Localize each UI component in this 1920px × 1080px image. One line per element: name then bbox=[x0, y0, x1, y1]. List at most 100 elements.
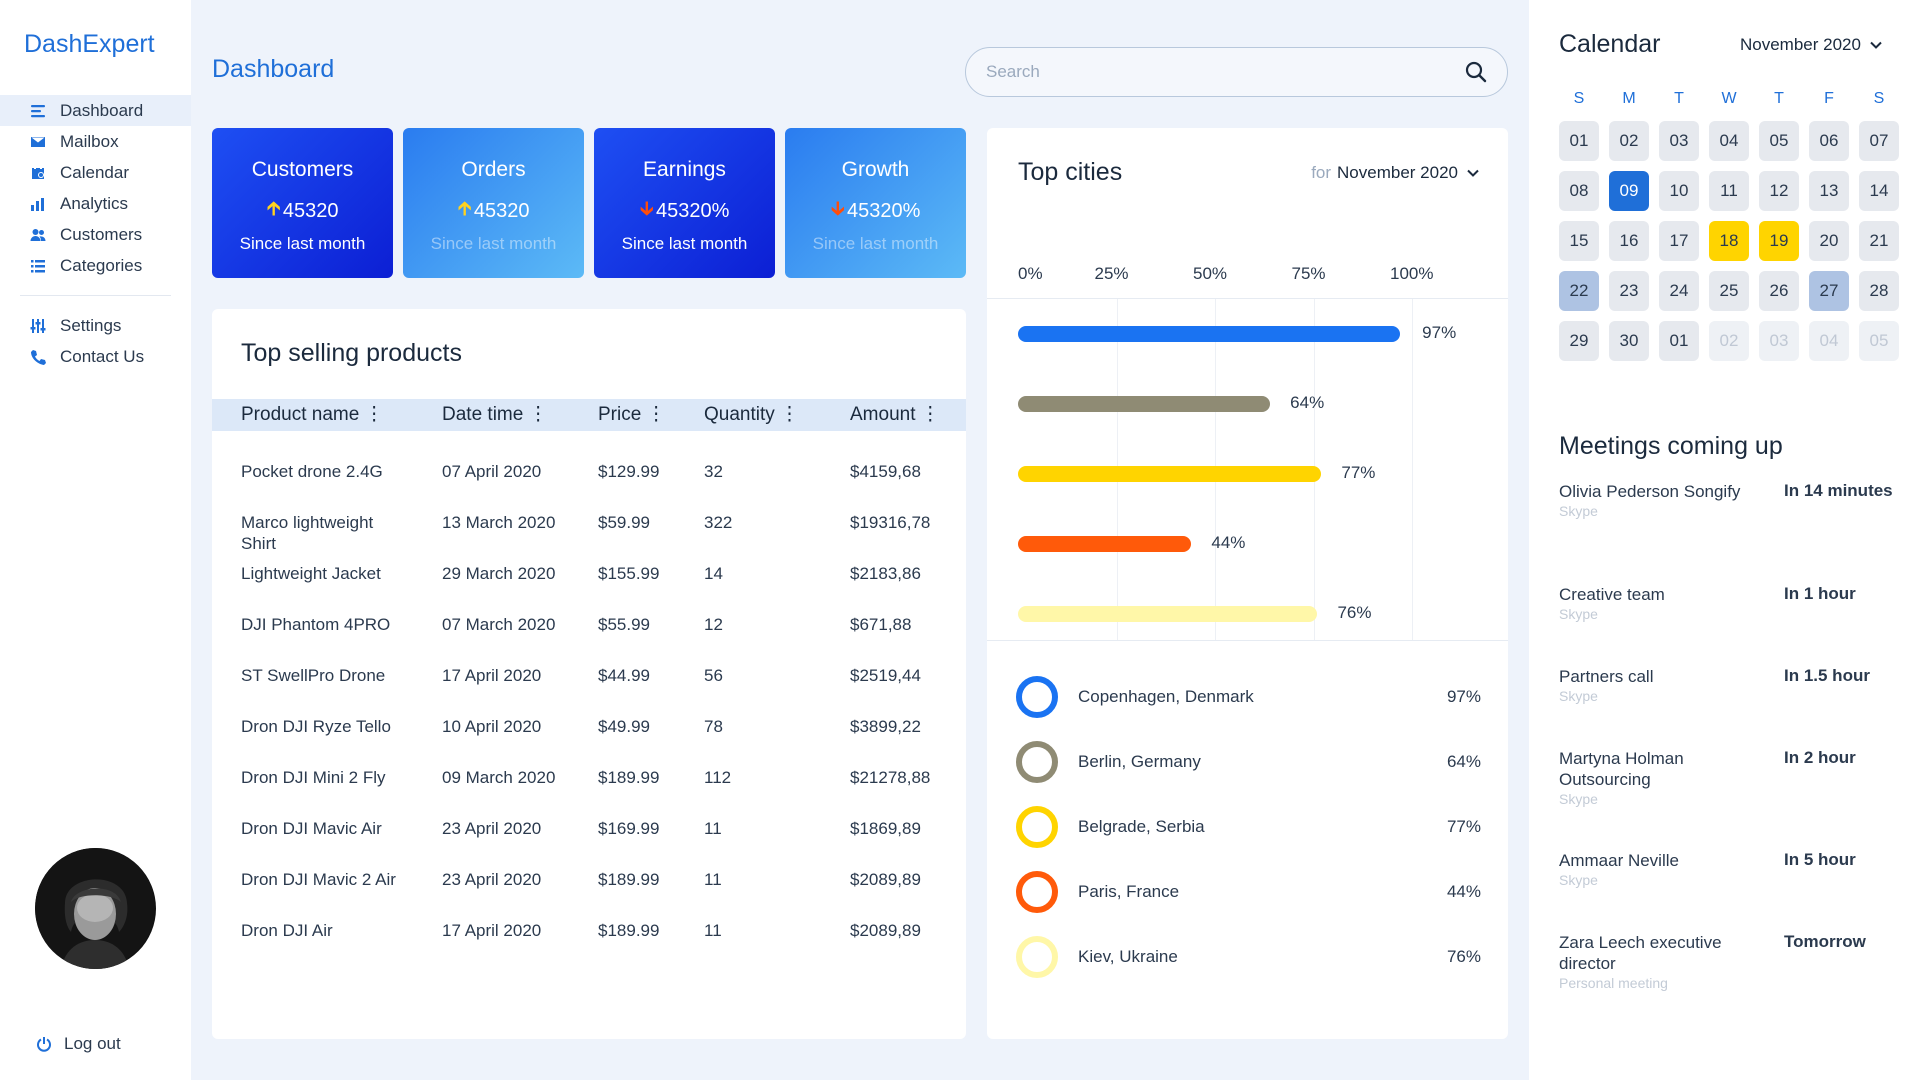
meeting-item[interactable]: Creative team Skype In 1 hour bbox=[1559, 584, 1899, 624]
calendar-day[interactable]: 03 bbox=[1759, 321, 1799, 361]
calendar-day[interactable]: 13 bbox=[1809, 171, 1849, 211]
amount-cell: $19316,78 bbox=[850, 513, 931, 532]
avatar[interactable] bbox=[35, 848, 156, 969]
chart-bar[interactable] bbox=[1018, 326, 1401, 342]
price-cell: $59.99 bbox=[598, 513, 650, 532]
stat-card-orders[interactable]: Orders 🡱 45320 Since last month bbox=[403, 128, 584, 278]
calendar-day[interactable]: 06 bbox=[1809, 121, 1849, 161]
table-row[interactable]: ST SwellPro Drone 17 April 2020 $44.99 56 $2… bbox=[212, 665, 966, 715]
calendar-day[interactable]: 23 bbox=[1609, 271, 1649, 311]
brand-logo[interactable]: DashExpert bbox=[24, 30, 155, 58]
chart-bar[interactable] bbox=[1018, 606, 1318, 622]
date-cell: 10 April 2020 bbox=[442, 717, 542, 736]
sidebar-item-dashboard[interactable]: Dashboard bbox=[0, 95, 191, 126]
search-icon[interactable] bbox=[1465, 61, 1487, 83]
sidebar-item-analytics[interactable]: Analytics bbox=[0, 188, 191, 219]
city-list-item[interactable]: Paris, France 44% bbox=[1016, 870, 1481, 914]
calendar-day[interactable]: 02 bbox=[1609, 121, 1649, 161]
product-name-cell: Dron DJI Mini 2 Fly bbox=[241, 768, 386, 787]
city-list-item[interactable]: Copenhagen, Denmark 97% bbox=[1016, 675, 1481, 719]
calendar-day[interactable]: 12 bbox=[1759, 171, 1799, 211]
page-title: Dashboard bbox=[212, 55, 335, 83]
table-row[interactable]: Dron DJI Ryze Tello 10 April 2020 $49.99 78… bbox=[212, 716, 966, 766]
meeting-item[interactable]: Zara Leech executive director Personal me… bbox=[1559, 932, 1899, 993]
stat-card-customers[interactable]: Customers 🡱 45320 Since last month bbox=[212, 128, 393, 278]
sidebar-item-mailbox[interactable]: Mailbox bbox=[0, 126, 191, 157]
table-row[interactable]: Dron DJI Mavic 2 Air 23 April 2020 $189.99… bbox=[212, 869, 966, 919]
city-list-item[interactable]: Berlin, Germany 64% bbox=[1016, 740, 1481, 784]
top-products-panel: Top selling products Product name ⋮ Date… bbox=[212, 309, 966, 1039]
calendar-day[interactable]: 01 bbox=[1659, 321, 1699, 361]
calendar-day[interactable]: 11 bbox=[1709, 171, 1749, 211]
calendar-day[interactable]: 02 bbox=[1709, 321, 1749, 361]
meeting-via: Personal meeting bbox=[1559, 975, 1668, 991]
calendar-day[interactable]: 25 bbox=[1709, 271, 1749, 311]
meeting-item[interactable]: Ammaar Neville Skype In 5 hour bbox=[1559, 850, 1899, 890]
chart-bar[interactable] bbox=[1018, 536, 1192, 552]
calendar-day[interactable]: 01 bbox=[1559, 121, 1599, 161]
calendar-day[interactable]: 08 bbox=[1559, 171, 1599, 211]
calendar-day[interactable]: 19 bbox=[1759, 221, 1799, 261]
column-header-price[interactable]: Price ⋮ bbox=[598, 404, 666, 425]
meeting-time: In 2 hour bbox=[1784, 748, 1856, 767]
calendar-day[interactable]: 26 bbox=[1759, 271, 1799, 311]
city-list-item[interactable]: Belgrade, Serbia 77% bbox=[1016, 805, 1481, 849]
stat-card-growth[interactable]: Growth 🡳 45320% Since last month bbox=[785, 128, 966, 278]
weekday-label: F bbox=[1824, 90, 1834, 107]
calendar-day[interactable]: 20 bbox=[1809, 221, 1849, 261]
calendar-day[interactable]: 14 bbox=[1859, 171, 1899, 211]
table-row[interactable]: Dron DJI Mini 2 Fly 09 March 2020 $189.99 1… bbox=[212, 767, 966, 817]
table-row[interactable]: Lightweight Jacket 29 March 2020 $155.99 14… bbox=[212, 563, 966, 613]
meeting-item[interactable]: Olivia Pederson Songify Skype In 14 minute… bbox=[1559, 481, 1899, 521]
month-dropdown[interactable]: November 2020 bbox=[1740, 35, 1883, 55]
stat-value: 45320 bbox=[473, 199, 530, 222]
table-row[interactable]: Dron DJI Air 17 April 2020 $189.99 11 $2089,… bbox=[212, 920, 966, 970]
chart-bar[interactable] bbox=[1018, 396, 1271, 412]
calendar-day[interactable]: 18 bbox=[1709, 221, 1749, 261]
meeting-item[interactable]: Partners call Skype In 1.5 hour bbox=[1559, 666, 1899, 706]
table-row[interactable]: Dron DJI Mavic Air 23 April 2020 $169.99 11… bbox=[212, 818, 966, 868]
city-list-item[interactable]: Kiev, Ukraine 76% bbox=[1016, 935, 1481, 979]
calendar-day[interactable]: 03 bbox=[1659, 121, 1699, 161]
calendar-day[interactable]: 17 bbox=[1659, 221, 1699, 261]
calendar-day[interactable]: 28 bbox=[1859, 271, 1899, 311]
search-input[interactable] bbox=[986, 62, 1465, 82]
table-row[interactable]: Pocket drone 2.4G 07 April 2020 $129.99 32 $… bbox=[212, 461, 966, 511]
calendar-day[interactable]: 04 bbox=[1709, 121, 1749, 161]
column-header-quantity[interactable]: Quantity ⋮ bbox=[704, 404, 800, 425]
meeting-item[interactable]: Martyna Holman Outsourcing Skype In 2 hour bbox=[1559, 748, 1899, 809]
calendar-day[interactable]: 27 bbox=[1809, 271, 1849, 311]
calendar-day[interactable]: 04 bbox=[1809, 321, 1849, 361]
calendar-day[interactable]: 16 bbox=[1609, 221, 1649, 261]
sidebar-item-contact-us[interactable]: Contact Us bbox=[0, 341, 191, 372]
calendar-day[interactable]: 07 bbox=[1859, 121, 1899, 161]
search-bar[interactable] bbox=[965, 47, 1508, 97]
chart-bar[interactable] bbox=[1018, 466, 1322, 482]
table-row[interactable]: Marco lightweight Shirt 13 March 2020 $59.… bbox=[212, 512, 966, 562]
column-header-amount[interactable]: Amount ⋮ bbox=[850, 404, 940, 425]
calendar-day[interactable]: 24 bbox=[1659, 271, 1699, 311]
price-cell: $189.99 bbox=[598, 921, 660, 940]
calendar-day[interactable]: 05 bbox=[1759, 121, 1799, 161]
calendar-day[interactable]: 05 bbox=[1859, 321, 1899, 361]
logout-button[interactable]: Log out bbox=[36, 1034, 121, 1054]
sidebar-item-settings[interactable]: Settings bbox=[0, 310, 191, 341]
stat-card-earnings[interactable]: Earnings 🡳 45320% Since last month bbox=[594, 128, 775, 278]
sidebar-item-categories[interactable]: Categories bbox=[0, 250, 191, 281]
calendar-day[interactable]: 22 bbox=[1559, 271, 1599, 311]
sidebar-item-customers[interactable]: Customers bbox=[0, 219, 191, 250]
stat-value-row: 🡱 45320 bbox=[403, 194, 584, 228]
month-label: November 2020 bbox=[1740, 35, 1861, 54]
city-percent: 76% bbox=[1446, 947, 1481, 966]
calendar-day[interactable]: 09 bbox=[1609, 171, 1649, 211]
sidebar-item-calendar[interactable]: Calendar bbox=[0, 157, 191, 188]
column-header-product[interactable]: Product name ⋮ bbox=[241, 404, 384, 425]
calendar-day[interactable]: 10 bbox=[1659, 171, 1699, 211]
calendar-day[interactable]: 15 bbox=[1559, 221, 1599, 261]
calendar-day[interactable]: 30 bbox=[1609, 321, 1649, 361]
calendar-day[interactable]: 29 bbox=[1559, 321, 1599, 361]
table-row[interactable]: DJI Phantom 4PRO 07 March 2020 $55.99 12 $67… bbox=[212, 614, 966, 664]
period-dropdown[interactable]: for November 2020 bbox=[1311, 163, 1480, 183]
column-header-date[interactable]: Date time ⋮ bbox=[442, 404, 548, 425]
calendar-day[interactable]: 21 bbox=[1859, 221, 1899, 261]
